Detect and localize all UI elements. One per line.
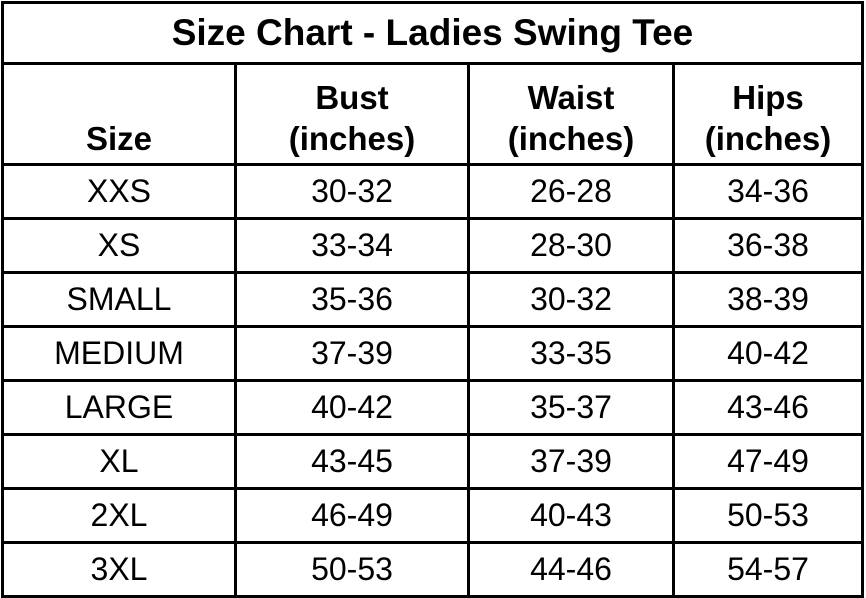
cell-bust: 50-53 xyxy=(234,541,470,598)
header-hips-label: Hips xyxy=(732,79,804,116)
table-title: Size Chart - Ladies Swing Tee xyxy=(1,1,864,65)
cell-bust: 33-34 xyxy=(234,217,470,274)
cell-bust: 43-45 xyxy=(234,433,470,490)
table-row: SMALL 35-36 30-32 38-39 xyxy=(1,271,864,328)
cell-bust: 40-42 xyxy=(234,379,470,436)
table-row: XL 43-45 37-39 47-49 xyxy=(1,433,864,490)
header-bust-unit: (inches) xyxy=(288,120,416,157)
cell-hips: 34-36 xyxy=(672,163,864,220)
table-row: 2XL 46-49 40-43 50-53 xyxy=(1,487,864,544)
cell-size: XXS xyxy=(1,163,237,220)
cell-size: SMALL xyxy=(1,271,237,328)
cell-hips: 40-42 xyxy=(672,325,864,382)
cell-hips: 36-38 xyxy=(672,217,864,274)
cell-waist: 37-39 xyxy=(467,433,675,490)
cell-waist: 33-35 xyxy=(467,325,675,382)
cell-bust: 46-49 xyxy=(234,487,470,544)
cell-waist: 30-32 xyxy=(467,271,675,328)
cell-waist: 35-37 xyxy=(467,379,675,436)
header-size-label: Size xyxy=(85,120,153,157)
table-row: MEDIUM 37-39 33-35 40-42 xyxy=(1,325,864,382)
cell-hips: 50-53 xyxy=(672,487,864,544)
cell-bust: 35-36 xyxy=(234,271,470,328)
table-row: XXS 30-32 26-28 34-36 xyxy=(1,163,864,220)
header-row: Size Bust (inches) Waist (inches) Hips (inc… xyxy=(1,62,864,166)
cell-waist: 40-43 xyxy=(467,487,675,544)
cell-waist: 44-46 xyxy=(467,541,675,598)
header-waist-label: Waist xyxy=(527,79,615,116)
cell-hips: 38-39 xyxy=(672,271,864,328)
header-bust: Bust (inches) xyxy=(234,62,470,166)
table-row: XS 33-34 28-30 36-38 xyxy=(1,217,864,274)
header-size: Size xyxy=(1,62,237,166)
cell-size: 3XL xyxy=(1,541,237,598)
cell-size: XS xyxy=(1,217,237,274)
cell-hips: 43-46 xyxy=(672,379,864,436)
header-hips: Hips (inches) xyxy=(672,62,864,166)
cell-size: LARGE xyxy=(1,379,237,436)
cell-waist: 26-28 xyxy=(467,163,675,220)
cell-hips: 54-57 xyxy=(672,541,864,598)
table-row: 3XL 50-53 44-46 54-57 xyxy=(1,541,864,598)
cell-bust: 30-32 xyxy=(234,163,470,220)
header-waist: Waist (inches) xyxy=(467,62,675,166)
cell-size: 2XL xyxy=(1,487,237,544)
header-waist-unit: (inches) xyxy=(507,120,635,157)
cell-size: MEDIUM xyxy=(1,325,237,382)
header-bust-label: Bust xyxy=(315,79,389,116)
cell-hips: 47-49 xyxy=(672,433,864,490)
header-hips-unit: (inches) xyxy=(704,120,832,157)
table-row: LARGE 40-42 35-37 43-46 xyxy=(1,379,864,436)
cell-size: XL xyxy=(1,433,237,490)
cell-bust: 37-39 xyxy=(234,325,470,382)
cell-waist: 28-30 xyxy=(467,217,675,274)
